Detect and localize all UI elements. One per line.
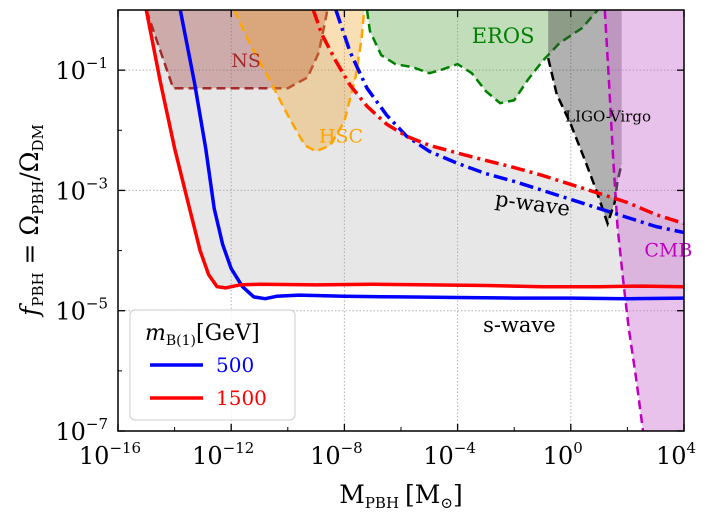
legend: mB(1)[GeV] 500 1500 xyxy=(129,309,296,421)
bound-ligo-virgo xyxy=(546,57,623,228)
y-tick-label--5: 10−5 xyxy=(55,295,108,326)
y-tick-base: 10 xyxy=(55,57,86,85)
y-tick-base: 10 xyxy=(55,177,86,205)
x-tick-base: 10 xyxy=(543,442,574,470)
y-tick-label--7: 10−7 xyxy=(55,415,108,446)
legend-title-unit: [GeV] xyxy=(196,321,260,346)
y-tick-exp: −7 xyxy=(86,415,108,433)
x-tick-label--12: 10−12 xyxy=(192,439,254,470)
region-hsc xyxy=(234,10,365,152)
bound-ns xyxy=(145,10,329,90)
y-tick-base: 10 xyxy=(55,418,86,446)
x-tick-label--8: 10−8 xyxy=(310,439,363,470)
x-tick-exp: 4 xyxy=(687,439,697,457)
x-tick-base: 10 xyxy=(79,442,110,470)
legend-title-m: m xyxy=(145,321,166,346)
x-tick-exp: −12 xyxy=(223,439,255,457)
legend-title-sub: B(1) xyxy=(166,333,196,349)
annotation-ligo-virgo: LIGO-Virgo xyxy=(565,107,651,125)
y-tick-exp: −1 xyxy=(86,54,108,72)
y-label-slash: /Ω xyxy=(15,151,44,180)
x-tick-exp: −8 xyxy=(341,439,363,457)
y-tick-label--3: 10−3 xyxy=(55,174,108,205)
region-cmb xyxy=(604,10,684,431)
x-tick-label-4: 104 xyxy=(656,439,696,470)
x-tick-base: 10 xyxy=(192,442,223,470)
x-tick-base: 10 xyxy=(310,442,341,470)
x-tick-label-0: 100 xyxy=(543,439,583,470)
bound-cmb xyxy=(603,10,645,431)
x-tick-exp: −16 xyxy=(109,439,141,457)
annotation-eros: EROS xyxy=(472,24,535,48)
bound-eros xyxy=(365,10,599,105)
y-label-omega2-sub: DM xyxy=(29,124,47,151)
y-label-eq: = Ω xyxy=(15,215,44,273)
y-label-f-sub: PBH xyxy=(29,272,47,306)
x-tick-exp: −4 xyxy=(454,439,476,457)
y-axis-label: fPBH = ΩPBH/ΩDM xyxy=(15,124,47,318)
x-label-main: M xyxy=(339,480,365,509)
curve-p-wave-m-b-1-1500-gev xyxy=(311,10,684,226)
x-axis-label: MPBH [M⊙] xyxy=(339,480,463,512)
x-tick-label--4: 10−4 xyxy=(423,439,476,470)
x-label-sub: PBH xyxy=(365,494,399,512)
x-tick-base: 10 xyxy=(656,442,687,470)
x-tick-base: 10 xyxy=(423,442,454,470)
x-label-unit-end: ] xyxy=(453,480,463,509)
region-ligo-virgo xyxy=(548,10,622,224)
excluded-region xyxy=(146,10,684,288)
annotation-ns: NS xyxy=(231,50,261,72)
y-label-omega1-sub: PBH xyxy=(29,181,47,215)
legend-title: mB(1)[GeV] xyxy=(145,321,260,349)
x-tick-exp: 0 xyxy=(573,439,583,457)
y-tick-base: 10 xyxy=(55,298,86,326)
legend-label-500: 500 xyxy=(216,353,254,377)
annotation-cmb: CMB xyxy=(644,240,692,262)
y-tick-label--1: 10−1 xyxy=(55,54,108,85)
y-tick-exp: −5 xyxy=(86,295,108,313)
y-tick-exp: −3 xyxy=(86,174,108,192)
y-label-f: f xyxy=(15,303,44,318)
legend-label-1500: 1500 xyxy=(216,386,267,410)
annotation-s-wave: s-wave xyxy=(483,313,556,337)
x-tick-label--16: 10−16 xyxy=(79,439,141,470)
region-eros xyxy=(367,10,598,104)
annotation-hsc: HSC xyxy=(319,125,363,147)
x-label-unit-sub: ⊙ xyxy=(440,494,453,512)
x-label-unit: [M xyxy=(405,480,440,509)
curve-s-wave-m-b-1-500-gev xyxy=(178,10,684,301)
legend-box xyxy=(129,309,296,421)
curve-s-wave-m-b-1-1500-gev xyxy=(144,10,684,290)
